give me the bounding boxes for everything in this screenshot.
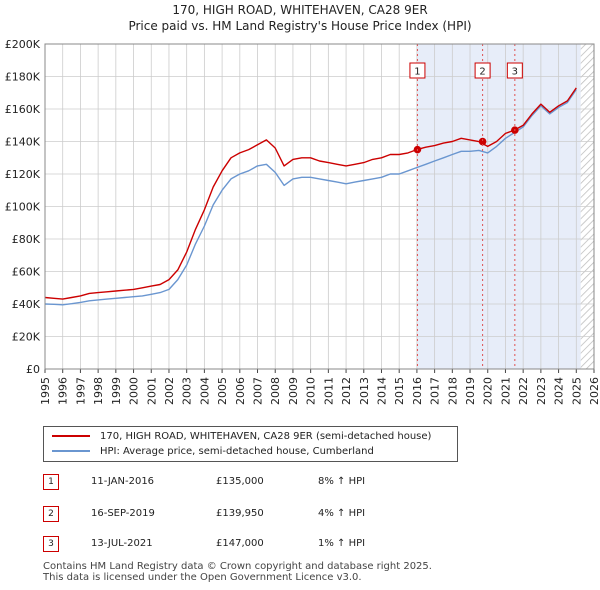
- x-tick-label: 2000: [128, 377, 141, 405]
- legend-label-hpi: HPI: Average price, semi-detached house,…: [100, 446, 374, 457]
- price-chart: 1 2 3 £0 £20K £40K £60K £80K £100K £120K £140K £16…: [5, 38, 600, 405]
- sale-point: [478, 137, 487, 146]
- legend-label-property: 170, HIGH ROAD, WHITEHAVEN, CA28 9ER (se…: [100, 431, 432, 442]
- transaction-number: 2: [43, 506, 59, 522]
- marker-box: [474, 62, 491, 79]
- transaction-hpi: 4% ↑ HPI: [318, 508, 366, 519]
- y-tick-label: £0: [26, 363, 40, 376]
- y-tick-label: £20K: [12, 331, 41, 344]
- y-tick-label: £160K: [5, 103, 41, 116]
- x-tick-label: 2013: [358, 377, 371, 405]
- legend: 170, HIGH ROAD, WHITEHAVEN, CA28 9ER (se…: [43, 426, 458, 462]
- x-tick-label: 2018: [446, 377, 459, 405]
- legend-swatch-hpi: [52, 450, 90, 452]
- transaction-hpi: 1% ↑ HPI: [318, 538, 366, 549]
- x-tick-label: 2005: [216, 377, 229, 405]
- marker-box: [506, 62, 523, 79]
- marker-label: 1: [414, 67, 420, 78]
- y-tick-label: £80K: [12, 233, 41, 246]
- x-tick-label: 2007: [252, 377, 265, 405]
- transaction-hpi: 8% ↑ HPI: [318, 476, 366, 487]
- property-price-line: [44, 87, 577, 300]
- x-tick-label: 2003: [181, 377, 194, 405]
- transaction-date: 11-JAN-2016: [91, 476, 155, 487]
- transaction-price: £147,000: [216, 538, 264, 549]
- y-tick-label: £120K: [5, 168, 41, 181]
- chart-subtitle: Price paid vs. HM Land Registry's House …: [128, 19, 472, 33]
- transaction-number: 1: [43, 474, 59, 490]
- x-tick-label: 2015: [393, 377, 406, 405]
- x-tick-label: 2008: [269, 377, 282, 405]
- x-tick-label: 2022: [517, 377, 530, 405]
- x-tick-label: 1999: [110, 377, 123, 405]
- y-tick-label: £140K: [5, 136, 41, 149]
- chart-title: 170, HIGH ROAD, WHITEHAVEN, CA28 9ER: [172, 3, 428, 17]
- x-tick-label: 2026: [588, 377, 600, 405]
- x-tick-label: 1997: [74, 377, 87, 405]
- x-tick-label: 2012: [340, 377, 353, 405]
- x-tick-label: 2016: [411, 377, 424, 405]
- plot-frame: [44, 43, 595, 370]
- transaction-date: 13-JUL-2021: [91, 538, 153, 549]
- x-tick-label: 2021: [499, 377, 512, 405]
- legend-item-property: 170, HIGH ROAD, WHITEHAVEN, CA28 9ER (se…: [52, 430, 431, 444]
- y-tick-label: £100K: [5, 201, 41, 214]
- y-tick-label: £180K: [5, 71, 41, 84]
- x-tick-label: 2001: [145, 377, 158, 405]
- hpi-line: [44, 89, 577, 306]
- legend-item-hpi: HPI: Average price, semi-detached house,…: [52, 445, 374, 459]
- x-tick-label: 2020: [482, 377, 495, 405]
- footer-copyright: Contains HM Land Registry data © Crown c…: [43, 561, 432, 572]
- marker-box: [409, 62, 426, 79]
- x-tick-label: 1996: [57, 377, 70, 405]
- transaction-price: £135,000: [216, 476, 264, 487]
- x-tick-label: 2010: [305, 377, 318, 405]
- x-tick-label: 2004: [198, 377, 211, 405]
- footer-licence: This data is licensed under the Open Gov…: [43, 572, 362, 583]
- x-tick-label: 1995: [39, 377, 52, 405]
- x-tick-label: 2017: [429, 377, 442, 405]
- marker-label: 2: [479, 67, 485, 78]
- x-tick-label: 2024: [553, 377, 566, 405]
- x-tick-label: 2002: [163, 377, 176, 405]
- x-tick-label: 2006: [234, 377, 247, 405]
- y-tick-label: £60K: [12, 266, 41, 279]
- x-tick-label: 2014: [375, 377, 388, 405]
- x-tick-label: 2025: [570, 377, 583, 405]
- x-tick-label: 1998: [92, 377, 105, 405]
- legend-swatch-property: [52, 435, 90, 437]
- transaction-price: £139,950: [216, 508, 264, 519]
- marker-label: 3: [512, 67, 518, 78]
- x-tick-label: 2009: [287, 377, 300, 405]
- x-tick-label: 2023: [535, 377, 548, 405]
- transaction-date: 16-SEP-2019: [91, 508, 155, 519]
- y-tick-label: £200K: [5, 38, 41, 51]
- x-tick-label: 2011: [322, 377, 335, 405]
- y-tick-label: £40K: [12, 298, 41, 311]
- transaction-number: 3: [43, 536, 59, 552]
- x-tick-label: 2019: [464, 377, 477, 405]
